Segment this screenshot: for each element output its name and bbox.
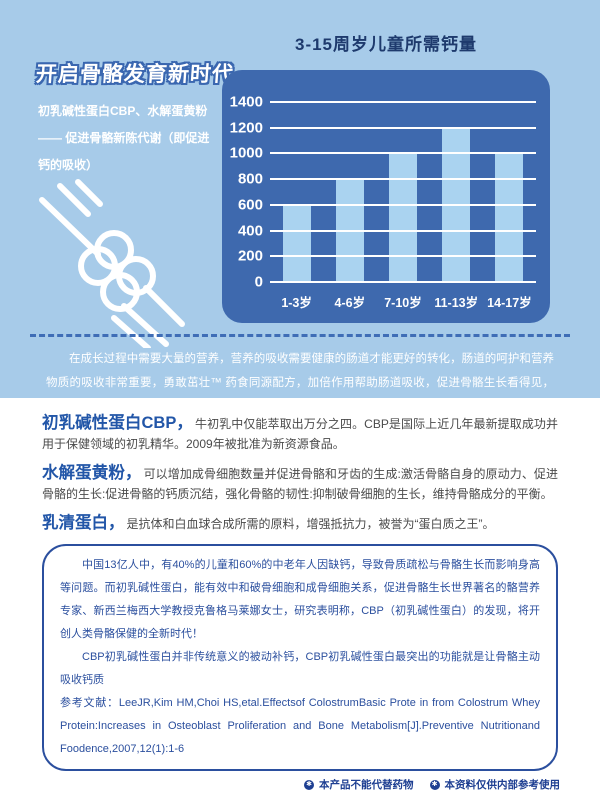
calcium-bar-chart: 1400 1200 1000 800 600 400 200 0 1-3岁 4-6岁 7-10岁 1… bbox=[222, 70, 550, 323]
y-tick-label: 1000 bbox=[229, 144, 263, 162]
gridline-600: 600 bbox=[238, 197, 536, 212]
gridline-1200: 1200 bbox=[230, 120, 536, 135]
x-tick-label: 11-13岁 bbox=[434, 296, 479, 310]
y-tick-label: 0 bbox=[254, 273, 263, 291]
hero-heading: 开启骨骼发育新时代 bbox=[35, 63, 235, 86]
feature-paragraph-whey: 乳清蛋白， 是抗体和白血球合成所需的原料，增强抵抗力，被誉为“蛋白质之王”。 bbox=[42, 513, 558, 534]
feature-body: 牛初乳中仅能萃取出万分之四。CBP是国际上近几年最新提取成功并用于保健领域的初乳… bbox=[42, 417, 558, 451]
y-tick-label: 800 bbox=[237, 170, 263, 188]
bar-14-17岁 bbox=[495, 153, 524, 282]
hero-section: 3-15周岁儿童所需钙量 开启骨骼发育新时代 初乳碱性蛋白CBP、水解蛋黄粉 —… bbox=[0, 0, 600, 398]
content-section: 初乳碱性蛋白CBP， 牛初乳中仅能萃取出万分之四。CBP是国际上近几年最新提取成功… bbox=[0, 398, 600, 771]
y-tick-label: 600 bbox=[237, 196, 263, 214]
feature-body: 可以增加成骨细胞数量并促进骨骼和牙齿的生成:激活骨骼自身的原动力、促进骨骼的生长… bbox=[42, 467, 559, 501]
x-tick-label: 1-3岁 bbox=[281, 296, 312, 310]
bone-joint-icon bbox=[26, 176, 194, 353]
info-box: 中国13亿人中，有40%的儿童和60%的中老年人因缺钙，导致骨质疏松与骨骼生长而… bbox=[42, 544, 558, 771]
footer: ✱ 本产品不能代替药物 ✱ 本资料仅供内部参考使用 bbox=[0, 777, 560, 792]
hero-subtitle: 初乳碱性蛋白CBP、水解蛋黄粉 —— 促进骨骼新陈代谢（即促进 钙的吸收） bbox=[38, 98, 218, 179]
dashed-divider bbox=[30, 334, 570, 337]
footer-note-label: 本资料仅供内部参考使用 bbox=[444, 779, 561, 791]
bar-1-3岁 bbox=[282, 204, 311, 282]
gridline-400: 400 bbox=[238, 223, 536, 238]
feature-body: 是抗体和白血球合成所需的原料，增强抵抗力，被誉为“蛋白质之王”。 bbox=[126, 517, 495, 531]
feature-paragraph-cbp: 初乳碱性蛋白CBP， 牛初乳中仅能萃取出万分之四。CBP是国际上近几年最新提取成功… bbox=[42, 413, 558, 454]
bar-7-10岁 bbox=[389, 153, 417, 282]
gridline-800: 800 bbox=[238, 172, 536, 187]
chart-category-axis: 1-3岁 4-6岁 7-10岁 11-13岁 14-17岁 bbox=[270, 292, 536, 311]
gridline-200: 200 bbox=[238, 249, 536, 264]
gridline-1400: 1400 bbox=[230, 95, 536, 110]
y-tick-label: 200 bbox=[237, 247, 263, 265]
y-tick-label: 400 bbox=[237, 222, 263, 240]
gridline-0: 0 bbox=[255, 275, 536, 290]
feature-lead: 水解蛋黄粉， bbox=[42, 464, 142, 482]
info-box-paragraph: 中国13亿人中，有40%的儿童和60%的中老年人因缺钙，导致骨质疏松与骨骼生长而… bbox=[60, 559, 540, 640]
info-box-references: 参考文献：LeeJR,Kim HM,Choi HS,etal.Effectsof… bbox=[60, 697, 540, 755]
info-box-paragraph: CBP初乳碱性蛋白并非传统意义的被动补钙，CBP初乳碱性蛋白最突出的功能就是让骨… bbox=[60, 651, 540, 686]
chart-plot: 1400 1200 1000 800 600 400 200 0 bbox=[230, 95, 536, 290]
asterisk-badge-icon: ✱ bbox=[429, 779, 440, 790]
hero-subtitle-line: 钙的吸收） bbox=[38, 158, 99, 172]
footer-note-product: ✱ 本产品不能代替药物 bbox=[304, 777, 414, 792]
hero-subtitle-line: —— 促进骨骼新陈代谢（即促进 bbox=[38, 131, 210, 145]
chart-title: 3-15周岁儿童所需钙量 bbox=[294, 35, 478, 54]
x-tick-label: 14-17岁 bbox=[487, 296, 532, 310]
footer-note-label: 本产品不能代替药物 bbox=[319, 779, 414, 791]
asterisk-badge-icon: ✱ bbox=[304, 779, 314, 790]
hero-subtitle-line: 初乳碱性蛋白CBP、水解蛋黄粉 bbox=[38, 104, 208, 118]
feature-lead: 初乳碱性蛋白CBP， bbox=[42, 414, 193, 432]
band-paragraph: 在成长过程中需要大量的营养，营养的吸收需要健康的肠道才能更好的转化，肠道的呵护和… bbox=[46, 353, 554, 413]
x-tick-label: 4-6岁 bbox=[334, 296, 366, 310]
y-tick-label: 1200 bbox=[229, 119, 263, 137]
y-tick-label: 1400 bbox=[229, 93, 263, 111]
gridline-1000: 1000 bbox=[230, 146, 536, 161]
footer-note-internal: ✱ 本资料仅供内部参考使用 bbox=[429, 777, 561, 792]
feature-lead: 乳清蛋白， bbox=[42, 514, 125, 532]
feature-paragraph-egg-yolk: 水解蛋黄粉， 可以增加成骨细胞数量并促进骨骼和牙齿的生成:激活骨骼自身的原动力、促… bbox=[42, 463, 558, 504]
x-tick-label: 7-10岁 bbox=[384, 296, 422, 310]
